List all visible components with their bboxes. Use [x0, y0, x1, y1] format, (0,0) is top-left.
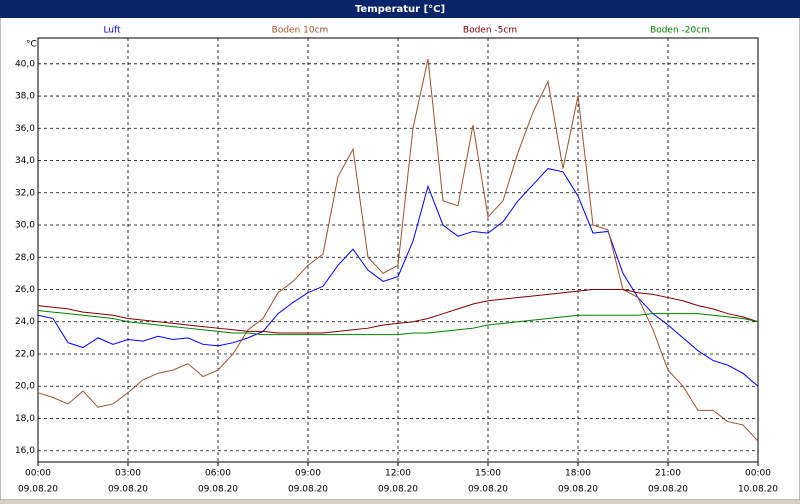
line-series: [37, 288, 759, 334]
x-tick-sublabel: 09.08.20: [648, 485, 688, 495]
x-tick-sublabel: 09.08.20: [378, 485, 418, 495]
y-tick-label: 40,0: [15, 59, 35, 69]
y-tick-label: 34,0: [15, 156, 35, 166]
x-tick-label: 09:00: [295, 469, 321, 479]
line-series: [37, 309, 759, 336]
y-tick-label: 36,0: [15, 124, 35, 134]
plot-frame: [37, 37, 759, 463]
x-tick-sublabel: 09.08.20: [18, 485, 58, 495]
x-tick-label: 15:00: [475, 469, 501, 479]
x-tick-sublabel: 09.08.20: [468, 485, 508, 495]
x-tick-label: 18:00: [565, 469, 591, 479]
x-tick-sublabel: 09.08.20: [108, 485, 148, 495]
legend-label: Luft: [103, 26, 121, 36]
legend-label: Boden 10cm: [272, 26, 329, 36]
y-tick-label: 28,0: [15, 253, 35, 263]
legend-label: Boden -5cm: [463, 26, 517, 36]
legend-label: Boden -20cm: [650, 26, 710, 36]
line-series: [37, 58, 759, 442]
y-tick-label: 18,0: [15, 414, 35, 424]
x-tick-label: 00:00: [745, 469, 771, 479]
x-tick-label: 00:00: [25, 469, 51, 479]
title-bar: [0, 0, 800, 18]
x-tick-label: 06:00: [205, 469, 231, 479]
y-tick-label: 38,0: [15, 92, 35, 102]
y-tick-label: 32,0: [15, 188, 35, 198]
y-tick-label: 16,0: [15, 446, 35, 456]
x-tick-label: 21:00: [655, 469, 681, 479]
x-tick-sublabel: 10.08.20: [738, 485, 778, 495]
x-tick-label: 12:00: [385, 469, 411, 479]
x-tick-sublabel: 09.08.20: [558, 485, 598, 495]
chart-title: Temperatur [°C]: [355, 4, 445, 15]
x-tick-label: 03:00: [115, 469, 141, 479]
x-tick-sublabel: 09.08.20: [288, 485, 328, 495]
y-tick-label: 30,0: [15, 221, 35, 231]
x-tick-sublabel: 09.08.20: [198, 485, 238, 495]
y-tick-label: 26,0: [15, 285, 35, 295]
y-tick-label: 22,0: [15, 349, 35, 359]
y-unit: °C: [26, 40, 37, 50]
y-tick-label: 20,0: [15, 382, 35, 392]
y-tick-label: 24,0: [15, 317, 35, 327]
